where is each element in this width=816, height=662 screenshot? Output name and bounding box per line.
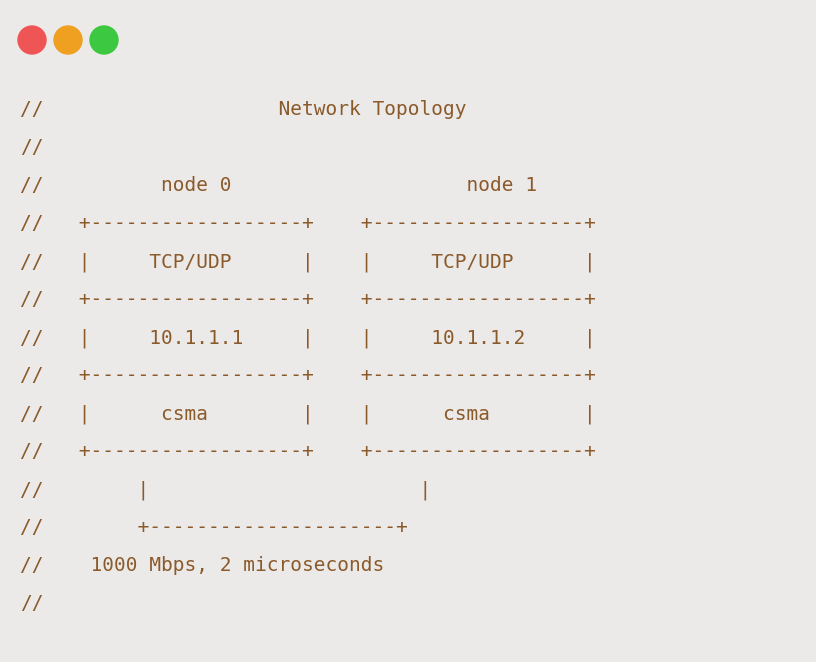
Text: //   |     TCP/UDP      |    |     TCP/UDP      |: // | TCP/UDP | | TCP/UDP | [20,252,596,271]
Text: //        |                       |: // | | [20,480,431,500]
Text: //          node 0                    node 1: // node 0 node 1 [20,176,537,195]
Text: //    1000 Mbps, 2 microseconds: // 1000 Mbps, 2 microseconds [20,556,384,575]
Text: //   +------------------+    +------------------+: // +------------------+ +---------------… [20,442,596,461]
Circle shape [18,26,46,54]
Text: //   |      csma        |    |      csma        |: // | csma | | csma | [20,404,596,424]
Text: //                    Network Topology: // Network Topology [20,100,467,119]
Text: //   |     10.1.1.1     |    |     10.1.1.2     |: // | 10.1.1.1 | | 10.1.1.2 | [20,328,596,348]
Text: //   +------------------+    +------------------+: // +------------------+ +---------------… [20,214,596,233]
Text: //   +------------------+    +------------------+: // +------------------+ +---------------… [20,290,596,309]
Text: //: // [20,594,43,613]
Circle shape [90,26,118,54]
Circle shape [54,26,82,54]
Text: //: // [20,138,43,157]
Text: //   +------------------+    +------------------+: // +------------------+ +---------------… [20,366,596,385]
Text: //        +---------------------+: // +---------------------+ [20,518,408,537]
